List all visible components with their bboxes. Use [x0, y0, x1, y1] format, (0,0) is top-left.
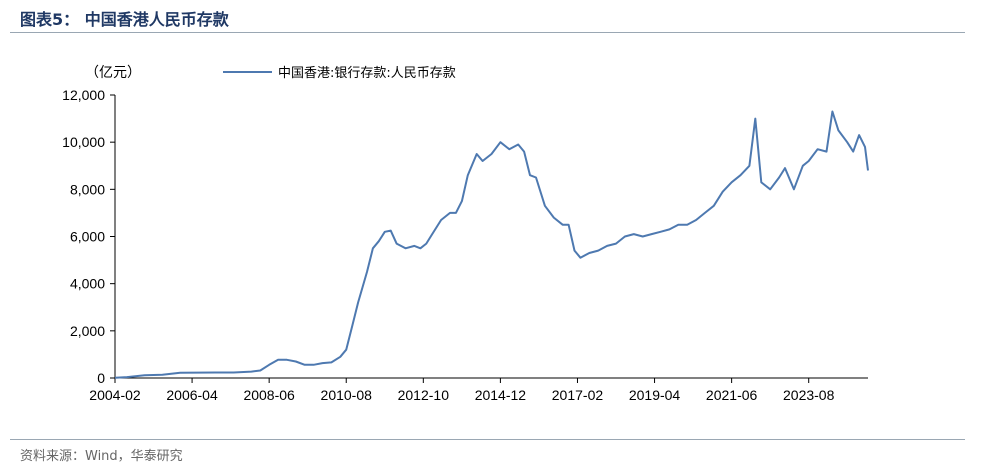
y-ticks: 0 2,000 4,000 6,000 8,000 10,000 12,000: [62, 87, 115, 386]
source-note: 资料来源：Wind，华泰研究: [20, 449, 183, 464]
y-tick-label: 10,000: [62, 134, 105, 150]
x-tick-label: 2004-02: [89, 387, 141, 403]
x-tick-label: 2012-10: [398, 387, 450, 403]
series-line-hk-rmb-deposits: [114, 110, 869, 379]
x-tick-label: 2017-02: [552, 387, 604, 403]
y-tick-label: 0: [97, 370, 105, 386]
legend: 中国香港:银行存款:人民币存款: [223, 66, 456, 81]
x-tick-label: 2021-06: [706, 387, 758, 403]
y-tick-label: 2,000: [70, 323, 105, 339]
x-tick-label: 2023-08: [783, 387, 835, 403]
bottom-rule: [10, 439, 965, 440]
x-tick-label: 2006-04: [166, 387, 218, 403]
top-rule: [10, 32, 965, 33]
x-tick-label: 2019-04: [629, 387, 681, 403]
y-tick-label: 6,000: [70, 229, 105, 245]
legend-label: 中国香港:银行存款:人民币存款: [278, 66, 456, 81]
x-ticks: 2004-02 2006-04 2008-06 2010-08 2012-10 2014-…: [89, 378, 835, 403]
x-tick-label: 2014-12: [475, 387, 527, 403]
y-tick-label: 8,000: [70, 181, 105, 197]
unit-label: （亿元）: [85, 64, 141, 80]
y-tick-label: 12,000: [62, 87, 105, 103]
figure-title: 图表5： 中国香港人民币存款: [20, 10, 229, 29]
x-tick-label: 2010-08: [321, 387, 373, 403]
y-tick-label: 4,000: [70, 276, 105, 292]
x-tick-label: 2008-06: [243, 387, 295, 403]
